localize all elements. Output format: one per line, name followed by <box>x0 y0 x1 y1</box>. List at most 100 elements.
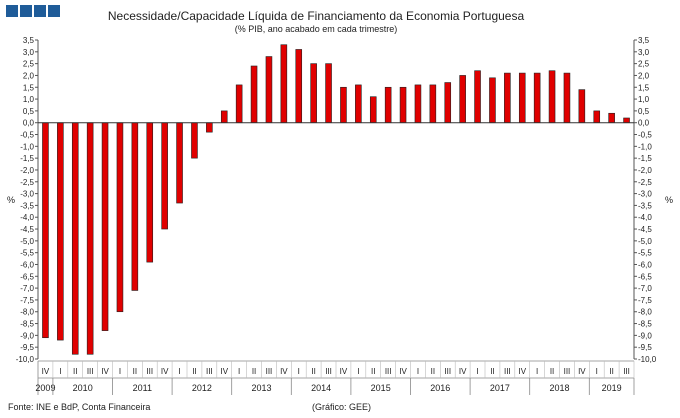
y-tick-label-left: 0,5 <box>23 107 35 116</box>
y-tick-label-right: -7,0 <box>638 284 652 293</box>
quarter-label: IV <box>280 367 288 376</box>
logo-block <box>6 5 18 17</box>
y-tick-label-right: -8,5 <box>638 320 652 329</box>
quarter-label: III <box>385 367 392 376</box>
chart-credit: (Gráfico: GEE) <box>312 402 371 412</box>
quarter-label: II <box>609 367 613 376</box>
bar <box>250 65 258 123</box>
quarter-label: III <box>206 367 213 376</box>
quarter-label: II <box>371 367 375 376</box>
y-tick-label-right: -5,0 <box>638 237 652 246</box>
logo-block <box>20 5 32 17</box>
y-axis-label-right: % <box>665 195 673 205</box>
bar <box>42 122 49 339</box>
quarter-label: III <box>504 367 511 376</box>
quarter-label: I <box>476 367 478 376</box>
bar <box>563 72 571 124</box>
chart-title: Necessidade/Capacidade Líquida de Financ… <box>108 9 525 23</box>
year-label: 2009 <box>35 383 55 393</box>
bar <box>608 112 615 123</box>
bar <box>310 63 317 124</box>
quarter-label: IV <box>42 367 50 376</box>
quarter-label: III <box>623 367 630 376</box>
y-tick-label-right: -7,5 <box>638 296 652 305</box>
y-tick-label-right: -4,5 <box>638 225 652 234</box>
y-tick-label-right: -2,5 <box>638 178 652 187</box>
y-tick-label-left: -5,0 <box>20 237 34 246</box>
bar <box>280 44 288 124</box>
y-tick-label-left: -0,5 <box>20 131 34 140</box>
y-tick-label-right: -5,5 <box>638 249 652 258</box>
bar <box>623 117 630 124</box>
year-label: 2015 <box>371 383 391 393</box>
quarter-label: II <box>252 367 256 376</box>
logo-block <box>48 5 60 17</box>
y-tick-label-right: 0,5 <box>638 107 650 116</box>
bar <box>459 75 466 124</box>
bar <box>131 122 139 291</box>
bar <box>489 77 496 124</box>
quarter-label: IV <box>578 367 586 376</box>
bar <box>444 82 452 123</box>
bar <box>578 89 586 124</box>
y-tick-label-left: -1,5 <box>20 154 34 163</box>
y-tick-label-right: -3,0 <box>638 190 652 199</box>
y-tick-label-right: -3,5 <box>638 201 652 210</box>
y-tick-label-left: 1,5 <box>23 83 35 92</box>
year-label: 2012 <box>192 383 212 393</box>
bar <box>176 122 183 204</box>
y-tick-label-left: -5,5 <box>20 249 34 258</box>
bar <box>116 122 124 313</box>
bar <box>593 110 601 123</box>
y-tick-label-left: -9,5 <box>20 343 34 352</box>
quarter-label: III <box>266 367 273 376</box>
quarter-label: IV <box>340 367 348 376</box>
bar <box>399 86 407 124</box>
quarter-label: II <box>192 367 196 376</box>
bar <box>265 56 273 124</box>
bar <box>533 72 541 124</box>
quarter-label: IV <box>399 367 407 376</box>
bar <box>101 122 109 331</box>
bar <box>504 72 511 124</box>
bar <box>429 84 437 124</box>
y-tick-label-right: 2,5 <box>638 60 650 69</box>
y-tick-label-right: -1,5 <box>638 154 652 163</box>
quarter-label: II <box>550 367 554 376</box>
y-tick-label-right: -8,0 <box>638 308 652 317</box>
y-tick-label-left: -3,5 <box>20 201 34 210</box>
bar <box>71 122 79 355</box>
quarter-label: II <box>431 367 435 376</box>
quarter-label: I <box>357 367 359 376</box>
y-tick-label-left: -8,0 <box>20 308 34 317</box>
y-tick-label-right: -2,0 <box>638 166 652 175</box>
y-tick-label-left: -1,0 <box>20 142 34 151</box>
quarter-label: I <box>238 367 240 376</box>
y-axis-label-left: % <box>7 195 15 205</box>
y-tick-label-left: -3,0 <box>20 190 34 199</box>
y-tick-label-left: 0,0 <box>23 119 35 128</box>
y-tick-label-left: -10,0 <box>16 355 35 364</box>
y-tick-label-right: 1,5 <box>638 83 650 92</box>
bar <box>86 122 94 355</box>
quarter-label: IV <box>518 367 526 376</box>
bar <box>206 122 213 133</box>
bar <box>414 84 422 124</box>
bar <box>474 70 481 124</box>
y-tick-label-right: 0,0 <box>638 119 650 128</box>
quarter-label: I <box>417 367 419 376</box>
bar <box>340 86 347 124</box>
y-tick-label-right: -4,0 <box>638 213 652 222</box>
quarter-label: II <box>311 367 315 376</box>
quarter-label: I <box>178 367 180 376</box>
bar <box>295 49 303 124</box>
y-tick-label-right: -6,0 <box>638 260 652 269</box>
gee-logo <box>6 5 60 17</box>
quarter-label: II <box>490 367 494 376</box>
y-tick-label-right: -1,0 <box>638 142 652 151</box>
quarter-label: I <box>59 367 61 376</box>
y-tick-label-left: -4,5 <box>20 225 34 234</box>
y-tick-label-left: -4,0 <box>20 213 34 222</box>
year-label: 2017 <box>490 383 510 393</box>
